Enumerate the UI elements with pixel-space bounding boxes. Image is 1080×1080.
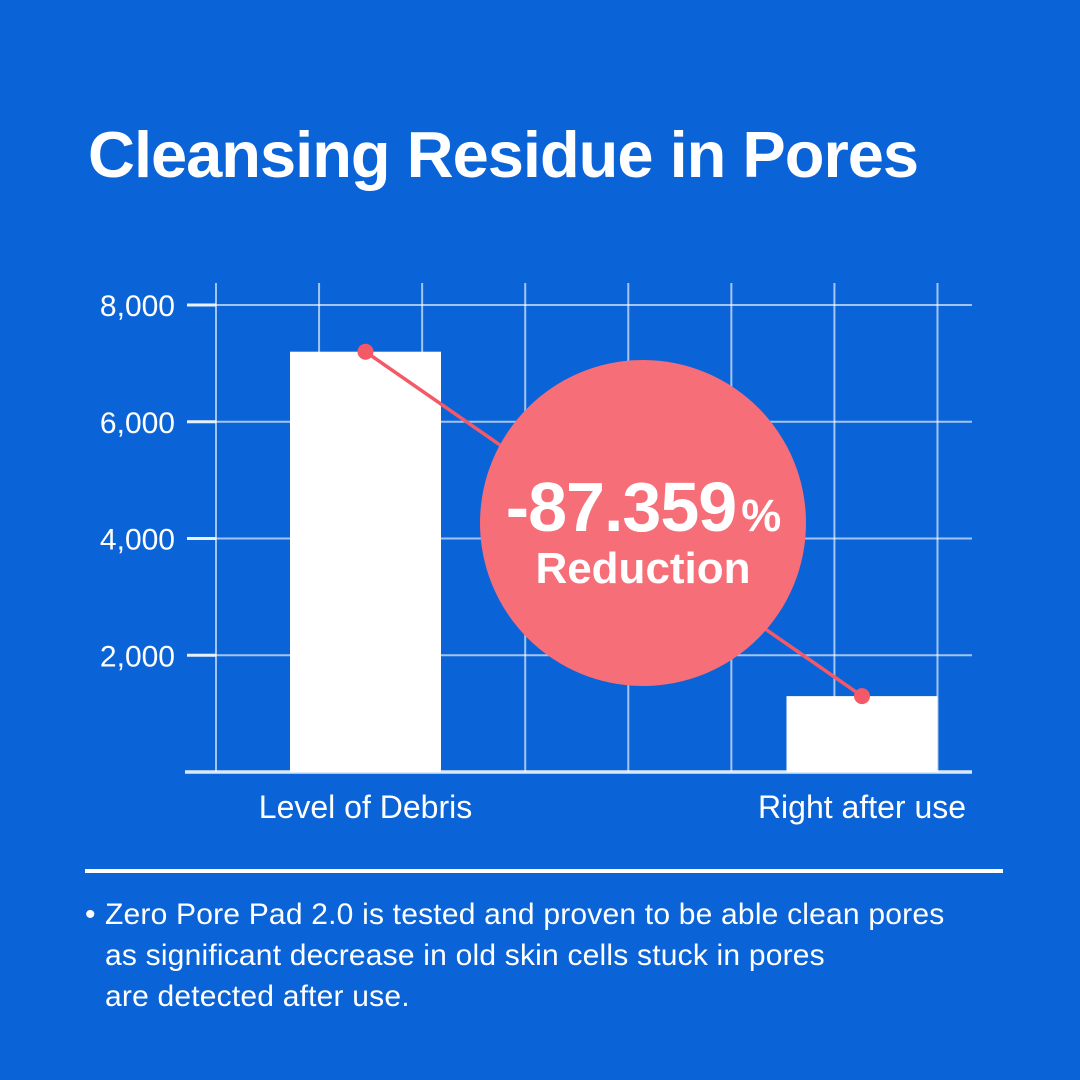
reduction-value: -87.359% [506,468,780,546]
footnote: • Zero Pore Pad 2.0 is tested and proven… [85,894,944,1017]
y-axis-label: 2,000 [100,640,175,673]
footnote-line-2: as significant decrease in old skin cell… [105,939,825,972]
page-title: Cleansing Residue in Pores [88,118,919,191]
y-axis-label: 6,000 [100,407,175,440]
footnote-bullet: • [85,898,96,931]
y-axis-label: 4,000 [100,524,175,557]
data-point-dot [357,343,374,360]
reduction-badge [480,360,806,686]
category-label: Right after use [758,789,966,825]
data-point-dot [854,688,870,705]
footnote-line-3: are detected after use. [105,980,410,1013]
category-label: Level of Debris [259,789,472,825]
y-axis-label: 8,000 [100,290,175,323]
bar [290,351,441,772]
footnote-line-1: Zero Pore Pad 2.0 is tested and proven t… [105,898,945,931]
bar [786,696,938,772]
reduction-label: Reduction [535,544,750,593]
footnote-text: Zero Pore Pad 2.0 is tested and proven t… [105,894,944,1017]
divider-line [85,869,1003,873]
